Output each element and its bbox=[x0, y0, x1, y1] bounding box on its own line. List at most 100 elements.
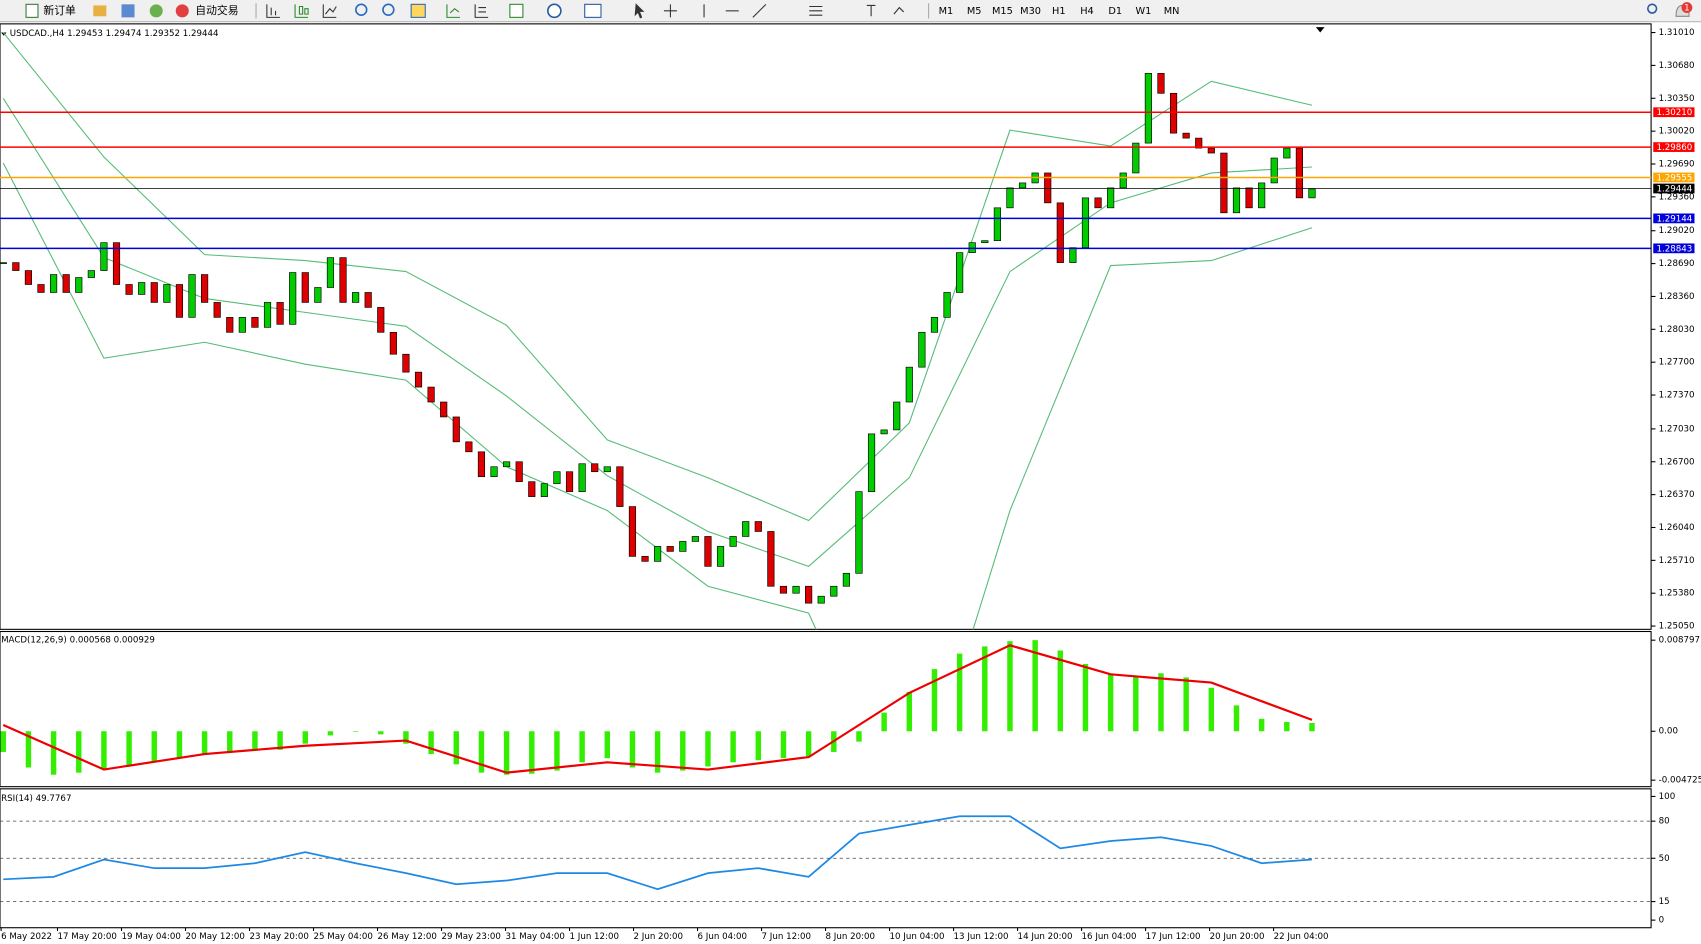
candle-body bbox=[201, 274, 209, 303]
candle-body bbox=[1044, 172, 1052, 204]
y-tick-label: 1.27700 bbox=[1659, 358, 1695, 368]
macd-bar bbox=[277, 731, 283, 750]
candle-body bbox=[62, 274, 70, 293]
zoom-out-icon[interactable] bbox=[382, 3, 395, 17]
macd-bar bbox=[327, 731, 334, 736]
candle-body bbox=[993, 207, 1001, 242]
candle-body bbox=[716, 546, 725, 567]
macd-bar bbox=[1284, 721, 1290, 732]
tool-icon[interactable] bbox=[149, 4, 163, 18]
cursor-icon[interactable] bbox=[634, 3, 645, 19]
candle-body bbox=[679, 541, 687, 552]
timeframe-button[interactable]: M15 bbox=[992, 6, 1013, 17]
notification-badge bbox=[1681, 2, 1693, 14]
candle-body bbox=[779, 585, 788, 594]
macd-bar bbox=[856, 731, 862, 742]
new-order-button[interactable]: 新订单 bbox=[43, 3, 76, 17]
timeframe-button[interactable]: H1 bbox=[1052, 6, 1066, 17]
candle-body bbox=[654, 546, 662, 562]
macd-bar bbox=[629, 731, 636, 768]
rsi-tick-label: 50 bbox=[1659, 854, 1670, 864]
candle-body bbox=[1169, 92, 1178, 134]
auto-trading-button[interactable]: 自动交易 bbox=[195, 3, 238, 17]
templates-icon[interactable] bbox=[584, 3, 602, 18]
y-tick-label: 1.29690 bbox=[1659, 160, 1695, 170]
candle-body bbox=[188, 274, 196, 318]
candle-body bbox=[352, 292, 360, 303]
candle-body bbox=[1056, 202, 1064, 263]
macd-bar bbox=[1057, 650, 1064, 732]
macd-bar bbox=[252, 731, 258, 751]
macd-bar bbox=[730, 731, 736, 763]
auto-trading-icon[interactable] bbox=[175, 4, 189, 18]
timeframe-button[interactable]: W1 bbox=[1135, 6, 1151, 17]
macd-bar bbox=[151, 731, 157, 763]
candle-body bbox=[364, 292, 372, 308]
bar-chart-icon[interactable] bbox=[266, 4, 280, 18]
tile-icon[interactable] bbox=[410, 3, 426, 18]
macd-bar bbox=[0, 731, 6, 752]
tool-icon[interactable] bbox=[93, 5, 107, 17]
candle-body bbox=[301, 272, 309, 303]
candle-body bbox=[377, 307, 385, 333]
timeframe-button[interactable]: H4 bbox=[1080, 6, 1094, 17]
macd-bar bbox=[554, 731, 560, 771]
shift-icon[interactable] bbox=[474, 4, 489, 18]
line-chart-icon[interactable] bbox=[322, 4, 337, 18]
candle-body bbox=[893, 401, 901, 431]
y-tick-label: 1.26700 bbox=[1659, 457, 1695, 467]
new-order-icon[interactable] bbox=[25, 3, 39, 18]
crosshair-icon[interactable] bbox=[663, 4, 677, 18]
trendline-icon[interactable] bbox=[752, 3, 767, 18]
candle-body bbox=[1157, 73, 1165, 94]
chart-shift-marker[interactable] bbox=[1315, 27, 1325, 33]
x-tick-label: 23 May 20:00 bbox=[250, 932, 309, 942]
candle-body bbox=[1258, 182, 1266, 209]
indicators-icon[interactable] bbox=[509, 3, 524, 18]
zoom-in-icon[interactable] bbox=[355, 3, 368, 17]
candle-body bbox=[414, 371, 423, 388]
timeframe-button[interactable]: M1 bbox=[939, 6, 954, 17]
candle-body bbox=[855, 491, 863, 574]
candle-body bbox=[1220, 152, 1228, 214]
periods-icon[interactable] bbox=[547, 3, 562, 19]
price-level-tag bbox=[1653, 142, 1695, 152]
candle-body bbox=[729, 536, 737, 547]
timeframe-button[interactable]: D1 bbox=[1108, 6, 1122, 17]
candle-body bbox=[427, 386, 435, 403]
rsi-tick-label: 0 bbox=[1659, 916, 1665, 926]
timeframe-button[interactable]: M5 bbox=[967, 6, 982, 17]
y-tick-label: 1.25710 bbox=[1659, 556, 1695, 566]
fibo-icon[interactable] bbox=[809, 5, 823, 16]
text-icon[interactable] bbox=[866, 4, 876, 17]
x-tick-label: 10 Jun 04:00 bbox=[890, 932, 945, 942]
candle-body bbox=[742, 521, 750, 537]
scroll-icon[interactable] bbox=[446, 4, 460, 18]
search-icon[interactable] bbox=[1647, 3, 1658, 14]
macd-bar bbox=[352, 731, 359, 732]
candle-body bbox=[465, 441, 473, 453]
y-tick-label: 1.25050 bbox=[1659, 622, 1695, 632]
macd-bar bbox=[529, 731, 535, 774]
timeframe-button[interactable]: MN bbox=[1164, 6, 1180, 17]
candle-body bbox=[578, 463, 586, 492]
candle-body bbox=[50, 274, 58, 293]
rsi-label: RSI(14) 49.7767 bbox=[1, 794, 71, 804]
tool-icon[interactable] bbox=[121, 4, 135, 18]
macd-bar bbox=[654, 731, 661, 773]
candle-body bbox=[1018, 182, 1027, 189]
macd-bar bbox=[755, 731, 762, 761]
x-tick-label: 29 May 23:00 bbox=[442, 932, 501, 942]
timeframe-button[interactable]: M30 bbox=[1020, 6, 1041, 17]
macd-bar bbox=[227, 731, 233, 752]
candle-body bbox=[1107, 187, 1115, 209]
y-tick-label: 1.29360 bbox=[1659, 192, 1695, 202]
rsi-tick-label: 100 bbox=[1659, 792, 1676, 802]
macd-bar bbox=[453, 731, 459, 765]
price-level-tag bbox=[1653, 213, 1695, 224]
macd-bar bbox=[931, 669, 938, 732]
candle-chart-icon[interactable] bbox=[294, 4, 309, 18]
macd-tick-label: 0.008797 bbox=[1659, 636, 1700, 646]
shapes-icon[interactable] bbox=[893, 6, 905, 15]
candle-body bbox=[1308, 188, 1316, 199]
